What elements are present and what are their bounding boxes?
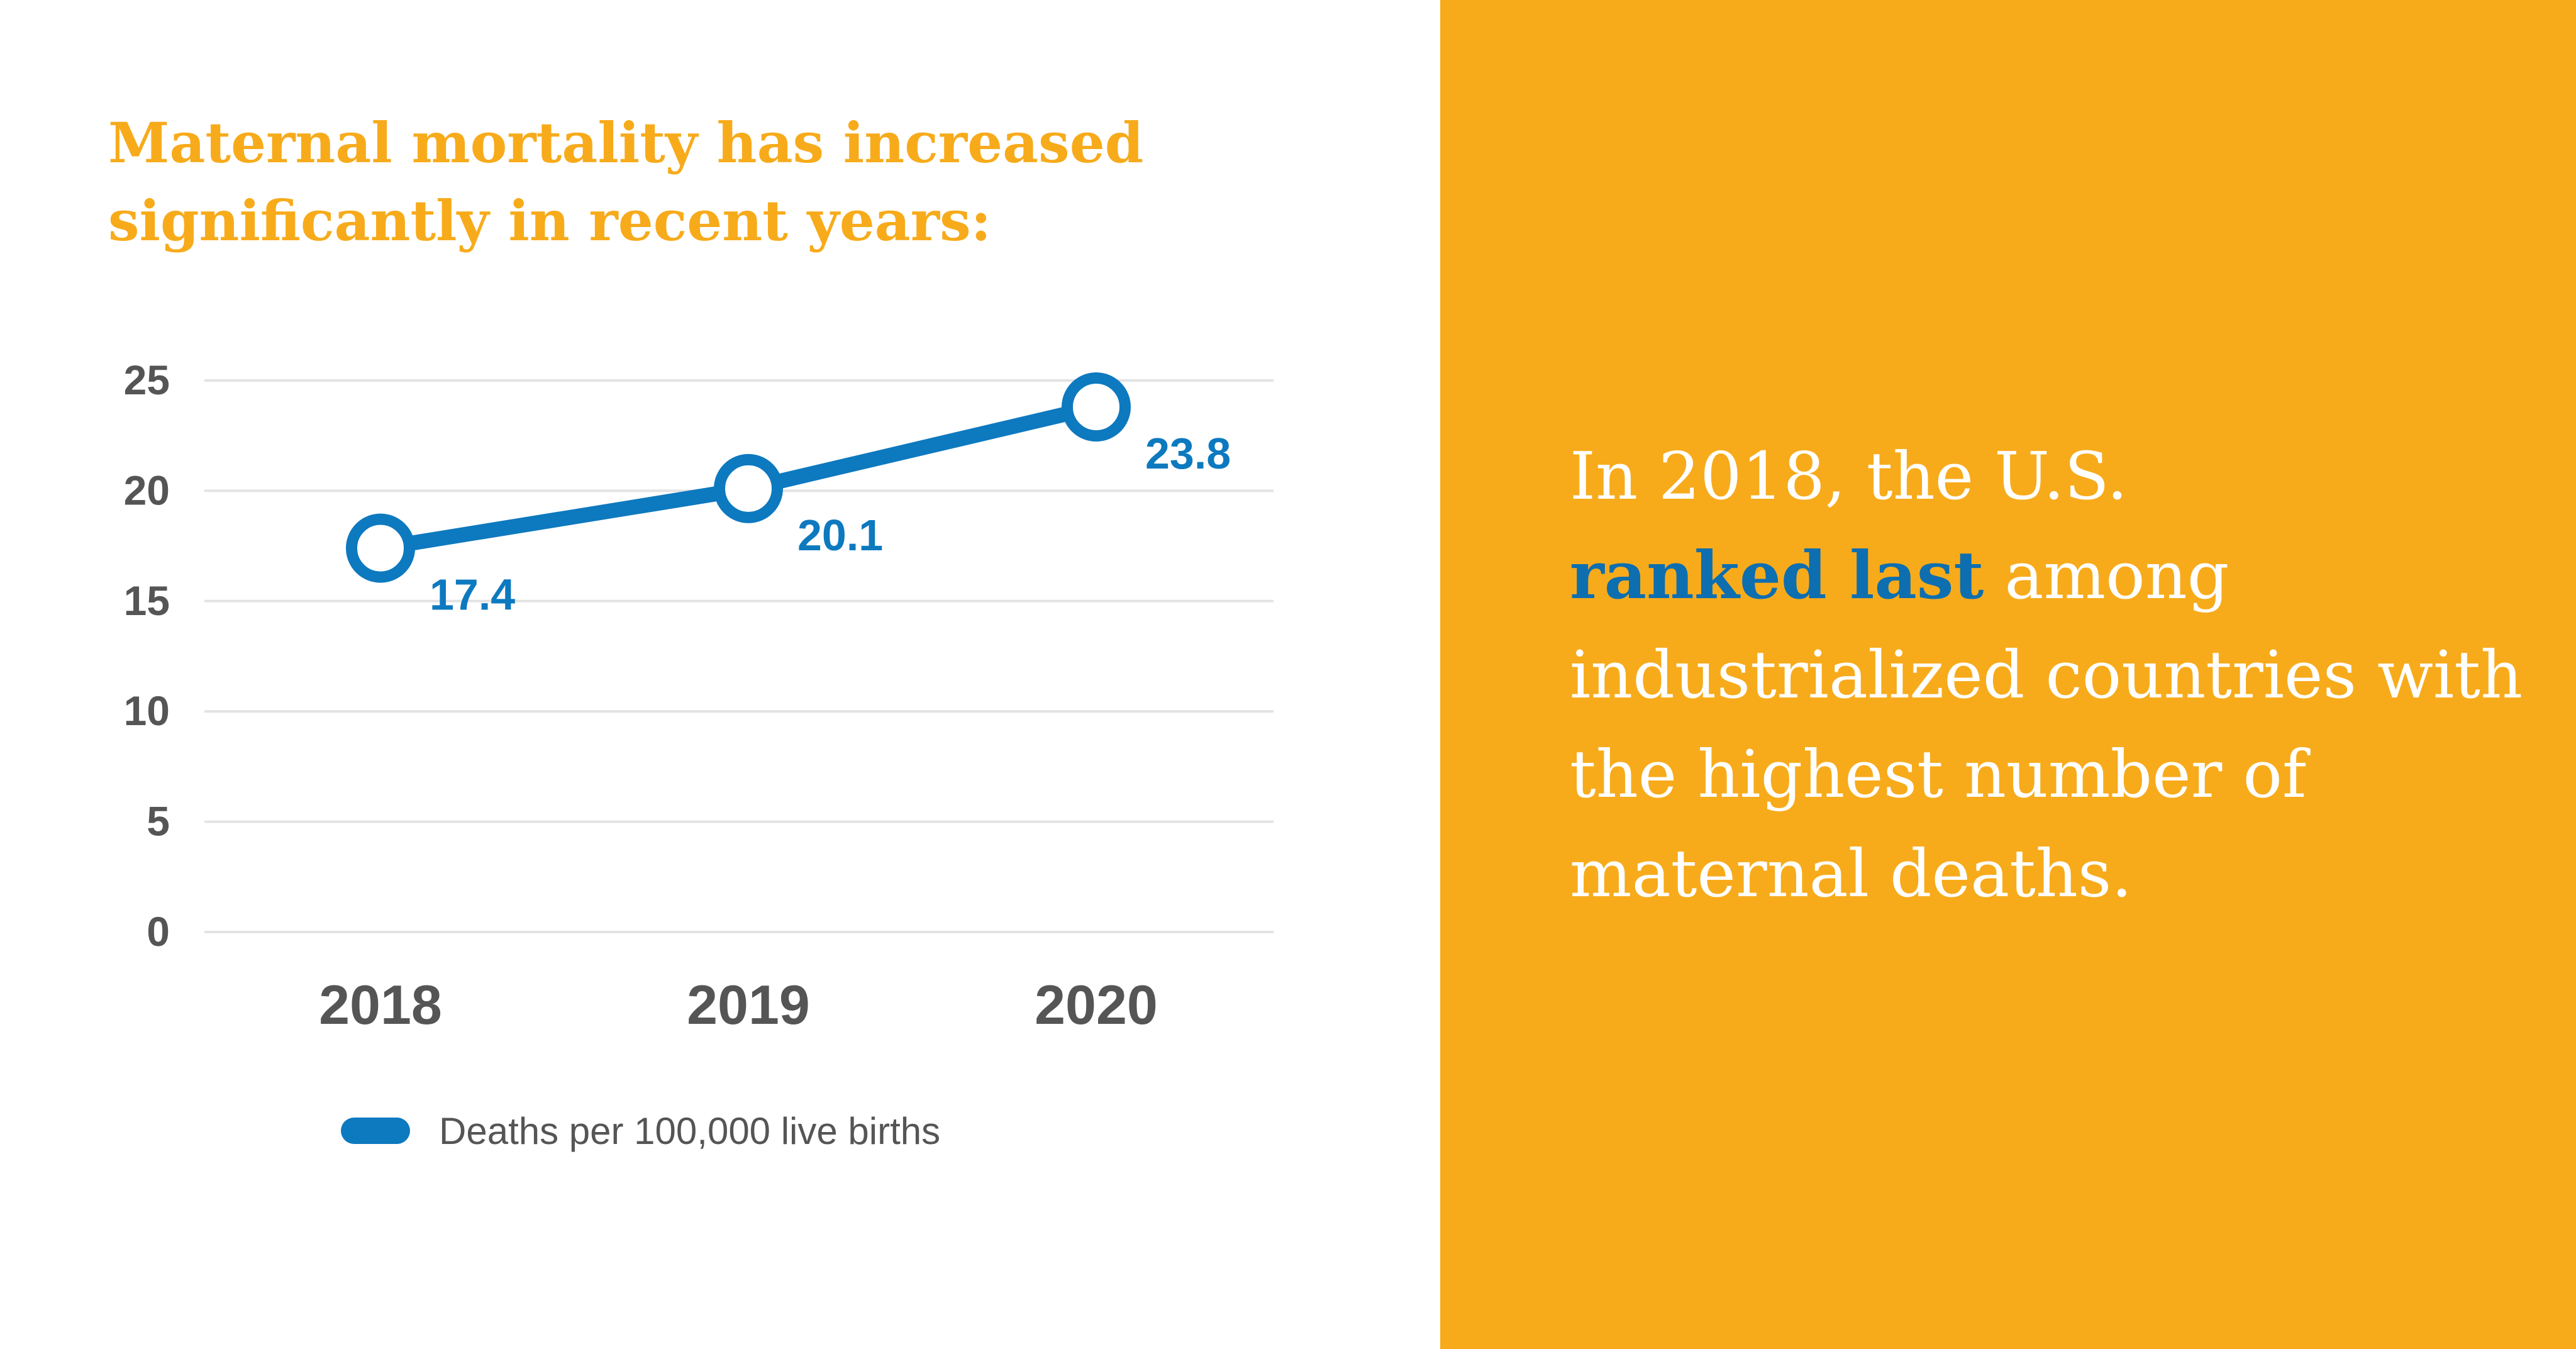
y-tick-label: 10 bbox=[124, 687, 170, 734]
y-tick-label: 0 bbox=[147, 908, 170, 955]
chart-legend: Deaths per 100,000 live births bbox=[341, 1108, 940, 1153]
callout-text: In 2018, the U.S. ranked last among indus… bbox=[1570, 426, 2551, 923]
callout-highlight: ranked last bbox=[1570, 536, 1984, 614]
y-tick-label: 25 bbox=[124, 357, 170, 403]
data-label: 17.4 bbox=[430, 570, 515, 619]
data-point bbox=[346, 513, 415, 583]
y-tick-label: 15 bbox=[124, 577, 170, 624]
line-chart: 0 5 10 15 20 25 2018 2019 2020 17.4 20.1 23.8 bbox=[124, 357, 1274, 1036]
data-label: 20.1 bbox=[797, 511, 883, 560]
y-tick-label: 20 bbox=[124, 467, 170, 513]
data-label: 23.8 bbox=[1145, 429, 1231, 478]
y-tick-label: 5 bbox=[147, 798, 170, 845]
y-axis-ticks: 0 5 10 15 20 25 bbox=[124, 357, 170, 955]
legend-label: Deaths per 100,000 live births bbox=[439, 1109, 941, 1152]
callout-lead: In 2018, the U.S. bbox=[1570, 438, 2128, 514]
chart-panel: Maternal mortality has increased signifi… bbox=[108, 110, 1274, 1153]
x-tick-label: 2018 bbox=[319, 974, 442, 1036]
info-panel: In 2018, the U.S. ranked last among indus… bbox=[1440, 0, 2576, 1349]
data-points bbox=[346, 372, 1131, 583]
data-labels: 17.4 20.1 23.8 bbox=[430, 429, 1231, 619]
legend-swatch bbox=[341, 1118, 410, 1144]
x-tick-label: 2019 bbox=[687, 974, 810, 1036]
data-point bbox=[1062, 372, 1131, 442]
x-axis-ticks: 2018 2019 2020 bbox=[319, 974, 1158, 1036]
data-point bbox=[714, 453, 783, 523]
chart-title: Maternal mortality has increased signifi… bbox=[108, 110, 1144, 253]
x-tick-label: 2020 bbox=[1035, 974, 1158, 1036]
callout-rest: among industrialized countries with the … bbox=[1570, 537, 2523, 912]
